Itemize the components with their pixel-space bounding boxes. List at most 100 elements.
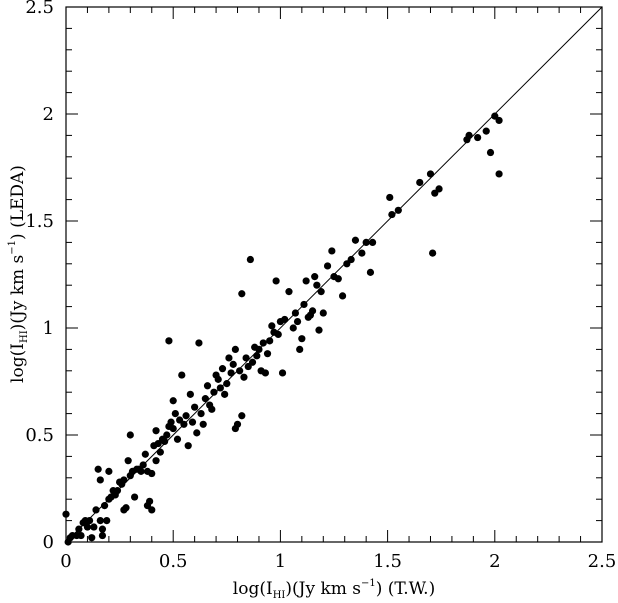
data-point — [122, 504, 130, 512]
data-point — [203, 382, 212, 390]
data-point — [126, 431, 134, 439]
tick-labels: 0 0.5 1 1.5 2 2.5 0 0.5 1 1.5 2 2.5 — [25, 0, 616, 572]
data-point — [328, 247, 336, 255]
data-point — [388, 210, 396, 219]
data-point — [146, 497, 154, 505]
data-point — [362, 238, 370, 246]
y-tick-label: 0 — [43, 532, 54, 553]
data-point — [180, 420, 188, 428]
x-tick-label: 0 — [60, 551, 71, 572]
data-point — [238, 290, 246, 298]
data-point — [210, 388, 218, 396]
y-tick-label: 2 — [43, 104, 54, 125]
y-axis-label: log(IHI)(Jy km s−1) (LEDA) — [7, 165, 30, 383]
x-axis-label: log(IHI)(Jy km s−1) (T.W.) — [233, 578, 435, 601]
data-point — [313, 281, 321, 289]
data-point — [186, 390, 194, 398]
data-point — [103, 517, 111, 525]
data-point — [221, 390, 229, 398]
x-tick-label: 1.5 — [373, 551, 402, 572]
data-point — [266, 337, 274, 345]
data-point — [300, 300, 308, 309]
y-tick-label: 1.5 — [25, 211, 54, 232]
data-point — [261, 369, 269, 377]
data-point — [62, 510, 70, 518]
y-tick-label: 1 — [43, 318, 54, 339]
data-point — [98, 531, 107, 540]
data-point — [308, 307, 317, 315]
data-point — [263, 350, 272, 358]
data-point — [83, 523, 92, 531]
data-point — [98, 525, 107, 533]
data-point — [96, 476, 104, 484]
data-point — [197, 410, 205, 418]
data-point — [195, 339, 203, 347]
data-point — [351, 236, 360, 244]
data-point — [246, 255, 254, 264]
data-point — [240, 373, 248, 381]
data-point — [216, 384, 224, 392]
data-point — [182, 412, 190, 420]
data-point — [178, 371, 186, 379]
data-point — [94, 465, 102, 473]
data-point — [214, 375, 222, 383]
data-point — [293, 317, 302, 326]
data-point — [137, 467, 145, 475]
data-point — [141, 450, 149, 458]
data-point — [291, 309, 300, 317]
data-point — [358, 249, 366, 257]
data-point — [227, 369, 235, 377]
data-point — [77, 531, 85, 540]
y-tick-label: 0.5 — [25, 425, 54, 446]
data-point — [105, 467, 113, 475]
data-point — [386, 193, 394, 202]
data-point — [148, 506, 156, 514]
plot-frame — [65, 6, 603, 543]
data-point — [248, 358, 257, 366]
data-point — [113, 487, 122, 495]
data-point — [495, 116, 503, 125]
data-point — [278, 369, 287, 377]
data-point — [268, 322, 276, 330]
data-point — [223, 380, 231, 388]
data-point — [156, 448, 164, 456]
y-tick-label: 2.5 — [25, 0, 54, 18]
x-tick-label: 2 — [489, 551, 500, 572]
data-point — [242, 354, 250, 362]
data-point — [416, 178, 424, 187]
data-point — [253, 352, 261, 360]
data-point — [238, 412, 246, 420]
data-point — [191, 403, 199, 411]
data-point — [233, 420, 242, 428]
data-point — [100, 502, 109, 510]
axis-ticks — [65, 6, 603, 543]
data-point — [152, 427, 160, 435]
data-point — [274, 330, 282, 339]
data-point — [296, 345, 304, 353]
data-point — [426, 170, 435, 178]
data-point — [285, 288, 293, 296]
data-point — [169, 397, 177, 405]
data-point — [465, 131, 473, 139]
data-point — [302, 277, 310, 285]
data-point — [486, 148, 495, 157]
data-point — [347, 255, 355, 264]
data-points — [62, 112, 503, 546]
data-point — [139, 461, 147, 469]
data-point — [85, 517, 94, 525]
data-point — [75, 525, 83, 533]
data-point — [366, 268, 375, 276]
data-point — [173, 435, 182, 443]
data-point — [184, 442, 192, 450]
x-tick-label: 0.5 — [159, 551, 188, 572]
data-point — [92, 506, 100, 514]
data-point — [298, 335, 306, 343]
data-point — [120, 476, 128, 484]
data-point — [188, 418, 197, 426]
data-point — [231, 345, 239, 353]
data-point — [90, 523, 98, 531]
data-point — [334, 275, 342, 283]
data-point — [88, 534, 96, 542]
data-point — [171, 410, 179, 418]
